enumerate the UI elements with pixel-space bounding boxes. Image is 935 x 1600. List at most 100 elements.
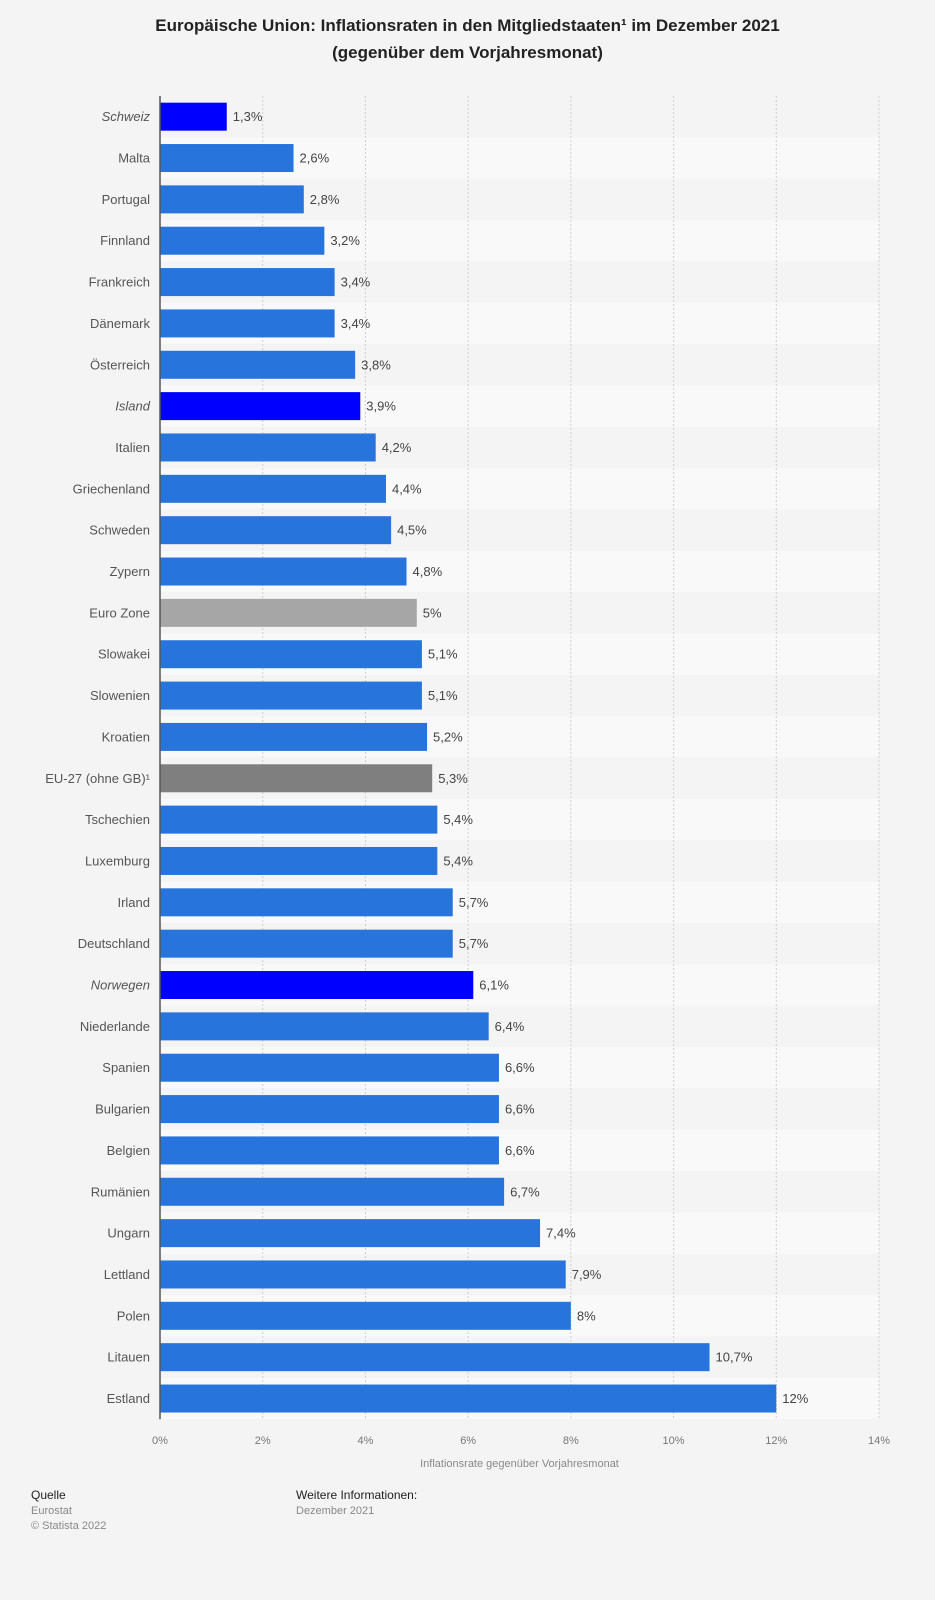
bar-irland [160, 888, 453, 917]
bar-schweiz [160, 102, 227, 131]
bar-niederlande [160, 1012, 489, 1041]
value-label: 8% [577, 1308, 596, 1323]
value-label: 6,6% [505, 1102, 535, 1117]
category-label: Slowakei [98, 647, 150, 662]
value-label: 4,5% [397, 523, 427, 538]
category-label: Italien [115, 440, 150, 455]
category-label: Portugal [102, 192, 151, 207]
x-tick-label: 0% [152, 1435, 168, 1447]
value-label: 5,1% [428, 688, 458, 703]
info-label: Weitere Informationen: [296, 1488, 418, 1502]
category-label: Malta [118, 151, 151, 166]
value-label: 5,7% [459, 895, 489, 910]
bar-zypern [160, 557, 407, 586]
value-label: 12% [782, 1391, 808, 1406]
category-label: Frankreich [89, 275, 150, 290]
value-label: 3,9% [366, 399, 396, 414]
value-label: 3,4% [341, 316, 371, 331]
title-line-1: Europäische Union: Inflationsraten in de… [155, 16, 780, 35]
source-label: Quelle [31, 1488, 66, 1502]
bar-dänemark [160, 309, 335, 338]
value-label: 5,4% [443, 853, 473, 868]
value-label: 6,6% [505, 1060, 535, 1075]
category-label: Schweden [89, 523, 150, 538]
category-label: Tschechien [85, 812, 150, 827]
bar-kroatien [160, 722, 428, 751]
value-label: 3,4% [341, 275, 371, 290]
bar-ungarn [160, 1219, 541, 1248]
x-tick-label: 8% [563, 1435, 579, 1447]
value-label: 5,3% [438, 771, 468, 786]
value-label: 6,7% [510, 1184, 540, 1199]
x-tick-label: 12% [765, 1435, 787, 1447]
category-label: Schweiz [102, 109, 151, 124]
title-line-2: (gegenüber dem Vorjahresmonat) [332, 43, 603, 62]
category-label: Irland [117, 895, 150, 910]
category-label: Niederlande [80, 1019, 150, 1034]
value-label: 3,8% [361, 357, 391, 372]
value-label: 4,8% [413, 564, 443, 579]
category-label: Deutschland [78, 936, 150, 951]
category-label: Ungarn [107, 1226, 150, 1241]
category-label: Slowenien [90, 688, 150, 703]
source-name: Eurostat [31, 1505, 72, 1517]
category-label: Island [115, 399, 150, 414]
category-label: Dänemark [90, 316, 150, 331]
bar-lettland [160, 1260, 566, 1289]
value-label: 1,3% [233, 109, 263, 124]
bar-estland [160, 1384, 777, 1413]
x-tick-label: 2% [255, 1435, 271, 1447]
value-label: 2,8% [310, 192, 340, 207]
bar-euro-zone [160, 598, 417, 627]
bar-polen [160, 1301, 571, 1330]
bar-deutschland [160, 929, 453, 958]
value-label: 6,1% [479, 978, 509, 993]
bar-portugal [160, 185, 304, 214]
bar-schweden [160, 516, 392, 545]
bar-malta [160, 144, 294, 173]
bar-griechenland [160, 474, 386, 503]
category-label: Estland [107, 1391, 150, 1406]
category-label: Luxemburg [85, 853, 150, 868]
category-label: Polen [117, 1308, 150, 1323]
bar-finnland [160, 226, 325, 255]
value-label: 6,4% [495, 1019, 525, 1034]
bar-österreich [160, 350, 356, 379]
value-label: 7,4% [546, 1226, 576, 1241]
info-text: Dezember 2021 [296, 1505, 375, 1517]
category-label: Österreich [90, 357, 150, 372]
x-axis-title: Inflationsrate gegenüber Vorjahresmonat [420, 1458, 619, 1470]
bar-italien [160, 433, 376, 462]
value-label: 4,4% [392, 481, 422, 496]
category-label: EU-27 (ohne GB)¹ [45, 771, 150, 786]
bar-frankreich [160, 268, 335, 297]
category-label: Rumänien [91, 1184, 150, 1199]
row-stripe [160, 96, 879, 138]
bar-slowenien [160, 681, 422, 710]
x-tick-label: 10% [663, 1435, 685, 1447]
bar-eu-27-ohne-gb- [160, 764, 433, 793]
value-label: 3,2% [330, 233, 360, 248]
value-label: 2,6% [300, 151, 330, 166]
category-label: Euro Zone [89, 605, 150, 620]
bar-luxemburg [160, 846, 438, 875]
bar-rumänien [160, 1177, 505, 1206]
x-tick-label: 14% [868, 1435, 890, 1447]
x-tick-label: 4% [357, 1435, 373, 1447]
category-label: Spanien [102, 1060, 150, 1075]
info-block: Weitere Informationen: Dezember 2021 [296, 1488, 417, 1519]
copyright: © Statista 2022 [31, 1520, 107, 1532]
category-label: Bulgarien [95, 1102, 150, 1117]
bar-island [160, 392, 361, 421]
value-label: 5,1% [428, 647, 458, 662]
x-tick-label: 6% [460, 1435, 476, 1447]
bar-belgien [160, 1136, 499, 1165]
value-label: 5% [423, 605, 442, 620]
value-label: 5,7% [459, 936, 489, 951]
bar-bulgarien [160, 1095, 499, 1124]
bar-litauen [160, 1343, 710, 1372]
category-label: Lettland [104, 1267, 150, 1282]
category-label: Litauen [107, 1350, 150, 1365]
bar-slowakei [160, 640, 422, 669]
